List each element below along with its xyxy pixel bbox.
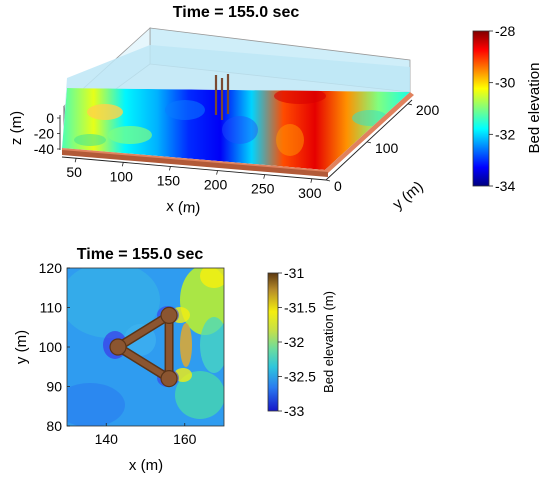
colorbar-tick-label: -32 <box>284 334 304 350</box>
y-tick-label-2d: 100 <box>39 339 63 355</box>
y-tick-mark-3d <box>325 179 331 182</box>
z-tick-label-3d: -20 <box>34 126 54 142</box>
x-tick-label-2d: 160 <box>173 431 197 447</box>
axes-lines <box>59 99 413 181</box>
colorbar-top: -28 -30 -32 -34 Bed elevation <box>472 23 543 194</box>
bottom-chart-title: Time = 155.0 sec <box>77 246 204 263</box>
y-tick-label-3d: 200 <box>416 102 440 118</box>
x-tick-labels-2d: 140 160 <box>95 423 197 447</box>
colorbar-tick-label: -34 <box>495 178 515 194</box>
colorbar-top-label: Bed elevation <box>526 63 543 154</box>
colorbar-top-ticks: -28 -30 -32 -34 <box>489 23 515 194</box>
y-tick-mark-3d <box>366 141 372 144</box>
x-tick-label-2d: 140 <box>95 431 119 447</box>
beam <box>115 344 173 382</box>
colorbar-bottom-ticks: -31 -31.5 -32 -32.5 -33 <box>278 265 316 419</box>
x-tick-mark-3d <box>169 166 171 171</box>
x-axis-label-2d: x (m) <box>129 457 163 474</box>
x-tick-mark-3d <box>216 170 218 175</box>
y-tick-labels-3d: 0 100 200 <box>325 102 440 194</box>
colorbar-tick-label: -30 <box>495 75 515 91</box>
y-axis-label-2d: y (m) <box>13 330 30 364</box>
colorbar-tick-label: -28 <box>495 23 515 39</box>
pile <box>109 338 127 356</box>
colorbar-tick-label: -32 <box>495 126 515 142</box>
x-tick-mark-3d <box>121 162 124 167</box>
plan-plot-2d: Time = 155.0 sec 140 160 80 90 100 110 120 x … <box>13 246 336 474</box>
y-tick-mark-3d <box>407 103 413 106</box>
x-tick-mark-3d <box>263 174 266 179</box>
x-tick-label-3d: 200 <box>204 177 228 193</box>
pile-structure <box>109 306 178 388</box>
x-tick-label-3d: 300 <box>298 185 322 201</box>
y-tick-labels-2d: 80 90 100 110 120 <box>39 260 70 434</box>
top-chart-title: Time = 155.0 sec <box>173 4 300 21</box>
plan-bed-field <box>67 268 224 426</box>
colorbar-tick-label: -33 <box>284 403 304 419</box>
y-axis-label-3d: y (m) <box>390 178 427 213</box>
z-tick-label-3d: -40 <box>34 141 54 157</box>
x-tick-label-3d: 250 <box>251 181 275 197</box>
beam <box>115 312 173 350</box>
z-axis-label-3d: z (m) <box>8 111 25 145</box>
x-tick-label-3d: 50 <box>66 164 82 180</box>
colorbar-bottom-gradient <box>267 272 279 412</box>
pile <box>160 370 178 388</box>
x-tick-mark-3d <box>310 178 313 183</box>
pile <box>160 306 178 324</box>
base-slab-side <box>62 150 328 177</box>
y-tick-label-3d: 100 <box>375 140 399 156</box>
surface-plot-3d: Time = 155.0 sec <box>8 4 543 217</box>
colorbar-tick-label: -31 <box>284 265 304 281</box>
colorbar-tick-label: -31.5 <box>284 300 316 316</box>
x-axis-label-3d: x (m) <box>166 198 201 217</box>
colorbar-tick-label: -32.5 <box>284 369 316 385</box>
x-tick-label-3d: 100 <box>110 168 134 184</box>
y-tick-label-2d: 80 <box>46 418 62 434</box>
x-tick-label-3d: 150 <box>157 172 181 188</box>
z-tick-labels-3d: 0-20-40 <box>34 110 60 157</box>
colorbar-top-gradient <box>472 30 490 187</box>
y-tick-label-3d: 0 <box>334 178 342 194</box>
z-tick-label-3d: 0 <box>46 110 54 126</box>
bed-surface <box>62 88 410 170</box>
x-tick-mark-3d <box>74 158 77 163</box>
y-tick-label-2d: 120 <box>39 260 63 276</box>
x-tick-labels-3d: 50 100 150 200 250 300 <box>66 158 322 201</box>
colorbar-bottom-label: Bed elevation (m) <box>321 291 336 393</box>
y-tick-label-2d: 110 <box>40 300 63 316</box>
pile-group <box>214 74 230 120</box>
y-tick-label-2d: 90 <box>46 379 62 395</box>
colorbar-bottom: -31 -31.5 -32 -32.5 -33 Bed elevation (m) <box>267 265 336 419</box>
